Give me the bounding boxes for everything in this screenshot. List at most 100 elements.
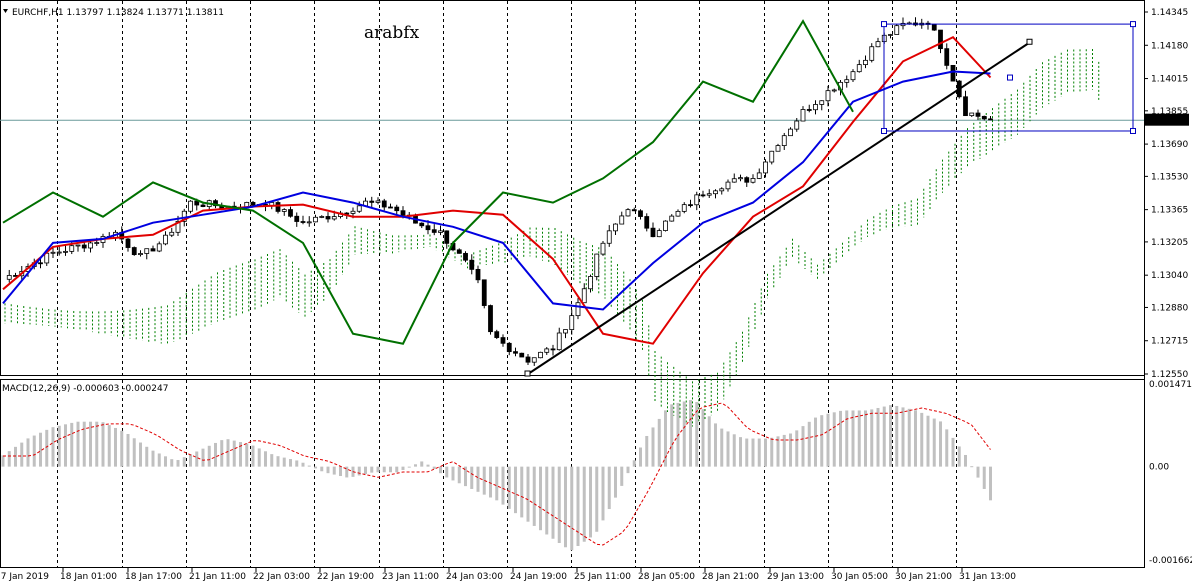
price-axis: 1.14345 1.14180 1.14015 1.13855 1.13690 1.135… [1144, 8, 1192, 566]
bull-candle [750, 178, 756, 183]
bear-candle [38, 262, 43, 265]
macd-bar [495, 466, 499, 501]
bull-candle [794, 120, 800, 130]
bear-candle [475, 268, 481, 281]
rectangle-handle [881, 21, 887, 28]
bear-candle [469, 259, 475, 270]
range-rectangle [883, 23, 1134, 132]
bull-candle [563, 329, 568, 334]
bear-candle [950, 64, 956, 82]
macd-bar [45, 429, 49, 467]
macd-bar [639, 447, 642, 467]
macd-bar [89, 421, 92, 467]
macd-bar [139, 442, 142, 467]
bull-candle [156, 243, 162, 252]
macd-bar [589, 466, 592, 538]
macd-bar [814, 417, 817, 467]
macd-bar [445, 466, 449, 478]
price-tick-label: 1.12550 [1151, 370, 1188, 380]
macd-bar [770, 437, 774, 467]
macd-bar [576, 466, 580, 546]
bull-candle [656, 230, 662, 238]
macd-bar [57, 425, 61, 467]
macd-bar [389, 466, 392, 473]
bear-candle [125, 238, 131, 248]
macd-bar [889, 405, 892, 467]
bull-candle [619, 215, 625, 225]
macd-bar [907, 408, 911, 467]
macd-bar [107, 425, 111, 467]
bull-candle [669, 215, 675, 222]
macd-bar [539, 466, 542, 531]
bull-candle [969, 112, 975, 117]
bull-candle [894, 25, 900, 35]
macd-bar [651, 427, 655, 467]
macd-bar [970, 466, 974, 468]
bull-candle [375, 200, 381, 203]
bear-candle [963, 96, 968, 117]
macd-bar [1, 455, 5, 467]
bull-candle [856, 64, 862, 73]
bull-candle [813, 104, 818, 111]
bull-candle [531, 357, 537, 363]
bear-candle [744, 177, 750, 183]
macd-bar [839, 410, 842, 467]
macd-bar [707, 416, 711, 467]
symbol-dropdown-icon[interactable] [3, 9, 8, 13]
macd-bar [401, 466, 405, 470]
macd-bar [957, 446, 961, 467]
macd-bar [145, 446, 149, 467]
macd-bar [214, 442, 217, 467]
macd-bar [870, 409, 874, 467]
bear-candle [500, 337, 506, 344]
bull-candle [694, 194, 700, 206]
macd-bar [914, 410, 917, 467]
ichimoku-cloud [4, 49, 1100, 427]
macd-bar [270, 454, 274, 467]
tenkan-sen-line [2, 35, 992, 345]
macd-bar [151, 450, 155, 467]
bull-candle [544, 348, 550, 353]
macd-bar [307, 465, 311, 467]
macd-bar [807, 421, 811, 467]
price-tick-label: 1.13040 [1151, 271, 1188, 281]
bull-candle [144, 248, 150, 254]
macd-histogram [1, 400, 992, 551]
macd-bar [632, 460, 636, 467]
time-tick-label: 18 Jan 01:00 [60, 572, 117, 582]
macd-bar [657, 418, 661, 467]
bull-candle [56, 251, 62, 254]
macd-bar [407, 466, 411, 468]
bull-candle [831, 89, 837, 92]
macd-bar [926, 415, 930, 467]
bull-candle [731, 178, 737, 183]
macd-bar [620, 466, 624, 486]
bear-candle [131, 247, 137, 256]
bull-candle [888, 34, 893, 36]
macd-bar [670, 404, 674, 467]
bear-candle [494, 331, 500, 338]
macd-bar [420, 461, 424, 467]
macd-bar [920, 412, 924, 467]
macd-bar [432, 466, 436, 469]
bear-candle [419, 222, 425, 227]
bull-candle [613, 223, 618, 232]
bull-candle [306, 221, 312, 224]
bull-candle [556, 332, 562, 351]
bull-candle [181, 210, 187, 222]
macd-bar [345, 466, 349, 478]
macd-bar [182, 457, 186, 467]
macd-bar [989, 466, 992, 501]
bull-candle [588, 276, 593, 290]
price-tick-label: 1.13205 [1151, 238, 1188, 248]
bear-candle [344, 212, 350, 215]
macd-tick-label: 0.001471 [1149, 380, 1192, 390]
macd-bar [314, 466, 317, 469]
macd-bar [714, 423, 717, 467]
rectangle-handle [1130, 21, 1136, 28]
vertical-gridlines [0, 1, 1144, 567]
current-price-label: 1.13811 [1151, 116, 1188, 126]
time-tick-label: 28 Jan 21:00 [702, 572, 759, 582]
bull-candle [675, 210, 681, 217]
macd-bar [501, 466, 505, 505]
